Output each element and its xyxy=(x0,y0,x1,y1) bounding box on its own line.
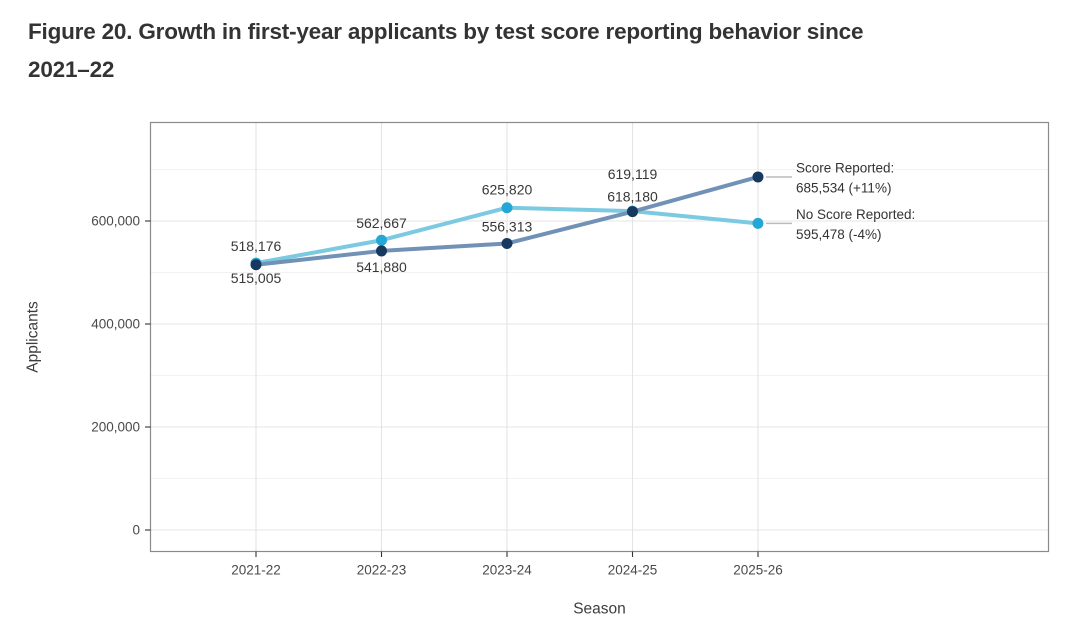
data-point-label: 515,005 xyxy=(231,270,282,286)
x-tick-label: 2024-25 xyxy=(608,563,658,578)
data-point-no-score-reported xyxy=(501,202,513,214)
x-axis-title: Season xyxy=(573,601,626,618)
x-tick-label: 2025-26 xyxy=(733,563,783,578)
x-tick-label: 2023-24 xyxy=(482,563,532,578)
data-point-label: 619,119 xyxy=(608,166,658,182)
y-tick-label: 0 xyxy=(132,523,140,538)
x-tick-label: 2022-23 xyxy=(357,563,407,578)
annotation-series-value: 595,478 (-4%) xyxy=(796,227,882,242)
y-tick-label: 200,000 xyxy=(91,420,140,435)
annotation-series-name: No Score Reported: xyxy=(796,207,915,222)
y-tick-label: 400,000 xyxy=(91,317,140,332)
annotation-series-name: Score Reported: xyxy=(796,160,894,175)
data-point-label: 618,180 xyxy=(607,189,658,205)
data-point-score-reported xyxy=(752,171,764,183)
panel-border xyxy=(149,121,1050,553)
y-tick-label: 600,000 xyxy=(91,214,140,229)
annotation-series-value: 685,534 (+11%) xyxy=(796,180,891,195)
x-tick-label: 2021-22 xyxy=(231,563,281,578)
y-axis-title: Applicants xyxy=(25,301,42,373)
data-point-score-reported xyxy=(501,237,513,249)
data-point-label: 625,820 xyxy=(482,182,533,198)
data-point-score-reported xyxy=(376,245,387,257)
figure-title-line1: Figure 20. Growth in first-year applican… xyxy=(28,19,864,44)
data-point-no-score-reported xyxy=(376,234,387,246)
plot-panel xyxy=(150,122,1049,552)
data-point-label: 562,667 xyxy=(356,215,407,231)
data-point-score-reported xyxy=(627,206,638,218)
figure-title-line2: 2021–22 xyxy=(28,57,115,82)
data-point-score-reported xyxy=(250,259,262,271)
figure-title: Figure 20. Growth in first-year applican… xyxy=(28,13,1028,89)
data-point-label: 556,313 xyxy=(482,218,533,234)
data-point-label: 518,176 xyxy=(231,238,282,254)
data-point-no-score-reported xyxy=(752,217,764,229)
data-point-label: 541,880 xyxy=(356,259,407,275)
